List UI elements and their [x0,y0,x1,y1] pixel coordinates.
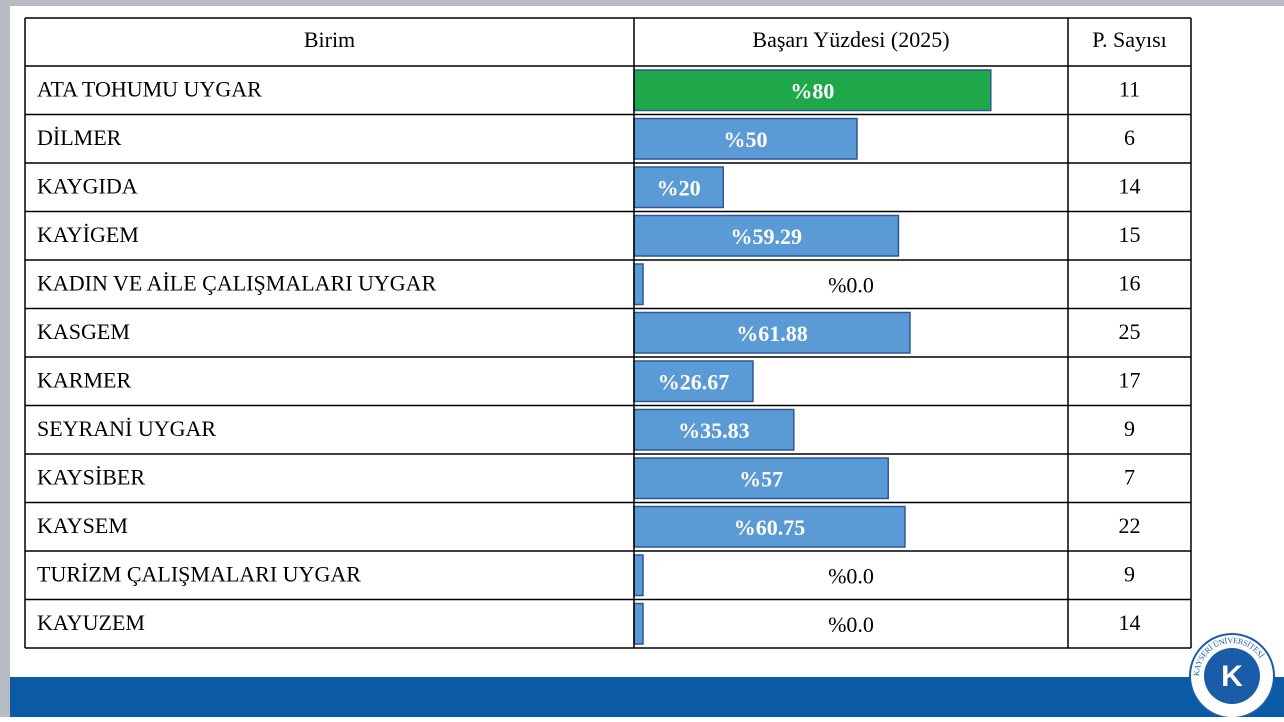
bar [633,69,992,112]
top-strip [0,0,1284,6]
unit-name: KARMER [37,367,131,392]
count: 6 [1124,125,1135,150]
value-label: %26.67 [658,369,730,394]
logo-core [1204,648,1260,704]
unit-name: KASGEM [37,319,130,344]
logo-mark: K [1221,660,1243,693]
value-label: %61.88 [736,321,808,346]
bar [633,360,754,403]
count: 16 [1119,270,1141,295]
column-header: Birim [304,27,355,52]
count: 15 [1119,222,1141,247]
bar [633,214,900,257]
bar [633,457,889,500]
value-label: %50 [724,127,768,152]
count: 7 [1124,464,1135,489]
bar [633,263,644,306]
bar [633,166,724,209]
bar [633,408,795,451]
unit-name: TURİZM ÇALIŞMALARI UYGAR [37,561,361,586]
value-label: %0.0 [828,612,874,637]
unit-name: KAYUZEM [37,610,145,635]
unit-name: KADIN VE AİLE ÇALIŞMALARI UYGAR [37,270,437,295]
logo: KAYSERİ ÜNİVERSİTESİ K [1189,633,1275,719]
value-label: %57 [739,466,783,491]
unit-name: ATA TOHUMU UYGAR [37,76,262,101]
count: 22 [1119,513,1141,538]
unit-name: KAYSEM [37,513,128,538]
value-label: %20 [657,175,701,200]
column-header: Başarı Yüzdesi (2025) [752,27,949,52]
unit-name: DİLMER [37,125,122,150]
column-header: P. Sayısı [1092,27,1167,52]
bar [633,311,911,354]
left-strip [0,0,10,717]
count: 9 [1124,561,1135,586]
count: 17 [1119,367,1141,392]
bar [633,554,644,597]
bar [633,602,644,645]
bar [633,505,906,548]
footer-band [10,677,1284,717]
value-label: %0.0 [828,272,874,297]
value-label: %0.0 [828,563,874,588]
count: 14 [1119,173,1141,198]
count: 14 [1119,610,1141,635]
table: Birim Başarı Yüzdesi (2025) P. Sayısı ATA T… [24,17,1192,649]
unit-name: KAYSİBER [37,464,145,489]
value-label: %60.75 [734,515,806,540]
value-label: %35.83 [678,418,750,443]
count: 11 [1119,76,1140,101]
value-label: %80 [790,78,834,103]
value-label: %59.29 [730,224,802,249]
count: 25 [1119,319,1141,344]
unit-name: SEYRANİ UYGAR [37,416,216,441]
unit-name: KAYİGEM [37,222,139,247]
count: 9 [1124,416,1135,441]
unit-name: KAYGIDA [37,173,138,198]
